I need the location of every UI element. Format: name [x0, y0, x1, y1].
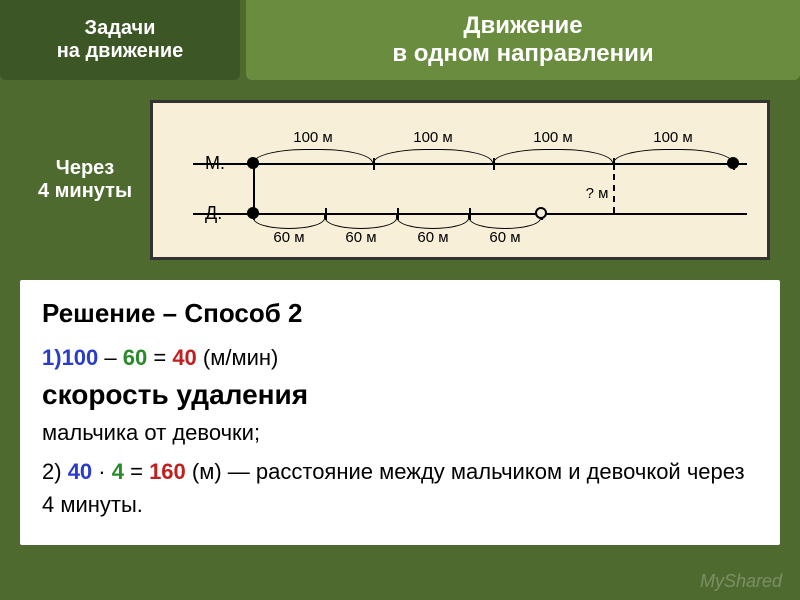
- solution-step1: 1)100 – 60 = 40 (м/мин) скорость удалени…: [42, 341, 758, 449]
- row-label-d: Д.: [205, 203, 222, 224]
- segment-label-m: 100 м: [533, 129, 573, 146]
- dashed-connector: [613, 163, 615, 213]
- segment-label-m: 100 м: [653, 129, 693, 146]
- gap-label: ? м: [586, 185, 609, 202]
- tab-right: Движение в одном направлении: [246, 0, 800, 80]
- step2-b: 4: [112, 459, 124, 484]
- step1-eq: =: [147, 345, 172, 370]
- step2-num: 2): [42, 459, 68, 484]
- segment-label-d: 60 м: [345, 229, 376, 246]
- number-line-d: Д.60 м60 м60 м60 м: [193, 213, 747, 215]
- arc-m: [613, 149, 733, 163]
- step1-term: скорость удаления: [42, 374, 758, 416]
- step1-a: 100: [62, 345, 99, 370]
- header: Задачи на движение Движение в одном напр…: [0, 0, 800, 80]
- arc-m: [493, 149, 613, 163]
- diagram-area: Через 4 минуты М.100 м100 м100 м100 мД.6…: [0, 80, 800, 260]
- arc-m: [253, 149, 373, 163]
- end-dot-d: [535, 207, 547, 219]
- row-label-m: М.: [205, 153, 225, 174]
- step1-minus: –: [98, 345, 122, 370]
- solution-title: Решение – Способ 2: [42, 298, 758, 329]
- tab-left-line2: на движение: [57, 40, 184, 63]
- step1-b: 60: [123, 345, 147, 370]
- arc-d: [397, 215, 469, 229]
- step2-eq: =: [124, 459, 149, 484]
- step1-num: 1): [42, 345, 62, 370]
- arc-d: [253, 215, 325, 229]
- side-label-line1: Через: [20, 157, 150, 180]
- step2-times: ·: [92, 459, 112, 484]
- arc-d: [325, 215, 397, 229]
- side-label-line2: 4 минуты: [20, 180, 150, 203]
- step1-tail: мальчика от девочки;: [42, 420, 260, 445]
- step2-res: 160: [149, 459, 186, 484]
- diagram-box: М.100 м100 м100 м100 мД.60 м60 м60 м60 м…: [150, 100, 770, 260]
- number-line-m: М.100 м100 м100 м100 м: [193, 163, 747, 165]
- segment-label-m: 100 м: [413, 129, 453, 146]
- end-dot-m: [727, 157, 739, 169]
- segment-label-d: 60 м: [489, 229, 520, 246]
- step2-unit: (м): [186, 459, 222, 484]
- tab-left: Задачи на движение: [0, 0, 240, 80]
- tab-right-line1: Движение: [463, 12, 582, 40]
- arc-d: [469, 215, 541, 229]
- watermark: MyShared: [700, 571, 782, 592]
- side-label: Через 4 минуты: [20, 157, 150, 203]
- segment-label-m: 100 м: [293, 129, 333, 146]
- tab-left-line1: Задачи: [85, 17, 156, 40]
- arc-m: [373, 149, 493, 163]
- step2-a: 40: [68, 459, 92, 484]
- start-connector: [253, 163, 255, 213]
- segment-label-d: 60 м: [273, 229, 304, 246]
- step1-unit: (м/мин): [197, 345, 279, 370]
- step1-res: 40: [172, 345, 196, 370]
- solution-panel: Решение – Способ 2 1)100 – 60 = 40 (м/ми…: [20, 280, 780, 545]
- segment-label-d: 60 м: [417, 229, 448, 246]
- solution-step2: 2) 40 · 4 = 160 (м) — расстояние между м…: [42, 455, 758, 521]
- tab-right-line2: в одном направлении: [392, 40, 653, 68]
